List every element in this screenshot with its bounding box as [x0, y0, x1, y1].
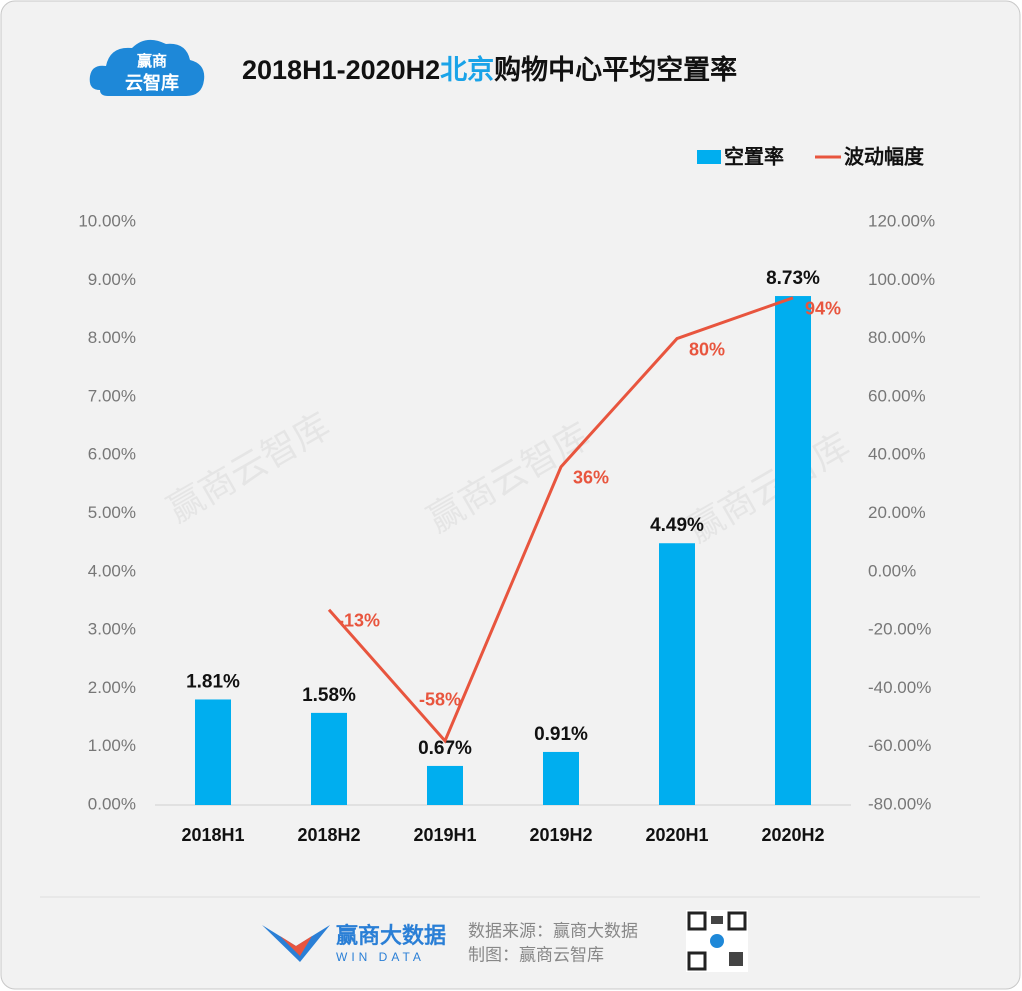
logo-cloud — [89, 39, 205, 96]
bar-value-label: 1.58% — [302, 685, 356, 706]
y-tick-label: 4.00% — [88, 561, 136, 580]
bar-value-label: 0.91% — [534, 724, 588, 745]
y2-tick-label: 120.00% — [868, 211, 935, 230]
line-value-label: -13% — [338, 610, 380, 630]
footer-logo-shape — [280, 936, 312, 956]
y-tick-label: 2.00% — [88, 678, 136, 697]
bar — [427, 765, 463, 805]
y-tick-label: 7.00% — [88, 386, 136, 405]
logo: 赢商 云智库 — [89, 39, 205, 96]
line-value-label: 80% — [689, 339, 725, 359]
y2-tick-label: 60.00% — [868, 386, 926, 405]
y2-tick-label: -20.00% — [868, 620, 931, 639]
legend-label: 波动幅度 — [844, 144, 925, 168]
y2-tick-label: -80.00% — [868, 794, 931, 813]
line-value-label: -58% — [419, 690, 461, 710]
y2-tick-label: 40.00% — [868, 445, 926, 464]
y2-tick-label: -40.00% — [868, 678, 931, 697]
line-value-label: 94% — [805, 299, 841, 319]
bar — [543, 751, 579, 805]
line — [327, 296, 794, 744]
y2-tick-label: -60.00% — [868, 736, 931, 755]
title-part: 北京 — [440, 54, 494, 85]
bar — [195, 699, 231, 805]
y-tick-label: 6.00% — [88, 445, 136, 464]
title-part: 2018H1-2020H2 — [242, 55, 440, 85]
footer-source: 数据来源：赢商大数据 — [468, 921, 638, 940]
logo-text: 云智库 — [125, 72, 179, 93]
bar-value-label: 4.49% — [650, 515, 704, 536]
qr-code — [686, 910, 748, 972]
y2-tick-label: 0.00% — [868, 561, 916, 580]
bar — [311, 712, 347, 805]
y-tick-label: 1.00% — [88, 736, 136, 755]
footer-logo-shape — [262, 925, 330, 962]
logo-text: 赢商 — [137, 52, 167, 70]
qr-dots — [729, 952, 743, 966]
title-part: 购物中心平均空置率 — [494, 54, 737, 85]
legend-label: 空置率 — [724, 144, 784, 168]
qr-finder — [687, 911, 707, 931]
y-tick-label: 5.00% — [88, 503, 136, 522]
qr-dots — [711, 916, 723, 924]
x-tick-label: 2020H1 — [645, 825, 708, 845]
bar — [775, 296, 811, 805]
y-tick-label: 10.00% — [78, 211, 136, 230]
qr-finder — [687, 951, 707, 971]
y2-tick-label: 80.00% — [868, 328, 926, 347]
y2-tick-label: 100.00% — [868, 270, 935, 289]
y2-tick-label: 20.00% — [868, 503, 926, 522]
y-tick-label: 8.00% — [88, 328, 136, 347]
x-tick-label: 2018H2 — [297, 825, 360, 845]
legend-swatch — [697, 150, 721, 164]
qr-finder — [727, 911, 747, 931]
footer-brand: 赢商大数据 — [336, 923, 446, 948]
footer-made-by: 制图：赢商云智库 — [468, 945, 604, 964]
footer-brand-en: WIN DATA — [336, 950, 425, 964]
line-value-label: 36% — [573, 468, 609, 488]
y-tick-label: 3.00% — [88, 620, 136, 639]
chart-title: 2018H1-2020H2北京购物中心平均空置率 — [242, 54, 737, 85]
x-tick-label: 2019H2 — [529, 825, 592, 845]
qr-logo — [710, 934, 724, 948]
x-tick-label: 2020H2 — [761, 825, 824, 845]
x-tick-label: 2019H1 — [413, 825, 476, 845]
footer-logo — [262, 925, 330, 962]
x-tick-label: 2018H1 — [181, 825, 244, 845]
bar — [659, 543, 695, 805]
y-tick-label: 9.00% — [88, 270, 136, 289]
bar-value-label: 8.73% — [766, 268, 820, 289]
y-tick-label: 0.00% — [88, 794, 136, 813]
bar-value-label: 0.67% — [418, 738, 472, 759]
bar-value-label: 1.81% — [186, 671, 240, 692]
